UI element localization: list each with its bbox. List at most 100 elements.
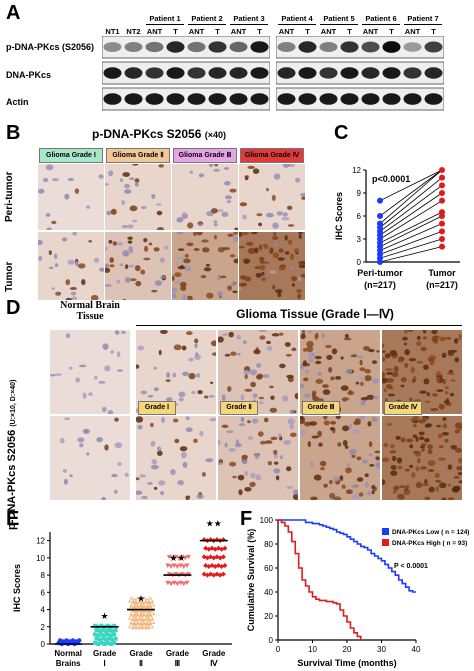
cell-nucleus [136,477,140,481]
cell-nucleus [376,355,380,359]
ihc-image-tumor [172,232,238,300]
patient-header: Patient 4 [281,14,313,23]
cell-nucleus [62,468,67,473]
data-point [168,564,174,569]
data-point [128,605,135,611]
cell-nucleus [404,468,410,472]
data-point [105,632,110,637]
cell-nucleus [364,481,369,488]
cell-nucleus [99,267,104,272]
cell-nucleus [247,165,255,169]
cell-nucleus [98,381,106,384]
cell-nucleus [187,296,193,300]
blot-band [319,67,338,79]
blot-band [277,93,296,105]
x-category-label: Peri-tumor [357,268,403,278]
cell-nucleus [371,360,378,364]
cell-nucleus [328,479,333,485]
data-point [182,555,188,561]
cell-nucleus [116,242,124,246]
cell-nucleus [340,356,344,360]
glioma-underline [136,325,462,326]
cell-nucleus [172,293,177,299]
cell-nucleus [321,333,325,338]
cell-nucleus [210,340,216,347]
cell-nucleus [70,296,78,300]
lane-label: ANT [404,27,421,36]
data-point [216,562,221,568]
cell-nucleus [360,397,369,401]
cell-nucleus [303,393,312,398]
cell-nucleus [199,430,204,437]
cell-nucleus [275,243,279,247]
cell-nucleus [224,353,231,357]
cell-nucleus [64,417,70,421]
panel-b-label: B [6,122,21,144]
patient-underline [320,24,358,25]
cell-nucleus [224,181,231,186]
cell-nucleus [158,480,166,486]
cell-nucleus [270,436,278,441]
cell-nucleus [386,378,394,383]
cell-nucleus [267,461,273,466]
cell-nucleus [221,211,229,217]
data-point [222,562,228,568]
cell-nucleus [258,396,265,400]
blot-band [229,67,248,79]
data-point [134,613,142,620]
cell-nucleus [124,183,130,189]
y-tick-label: 12 [352,166,361,175]
cell-nucleus [180,285,187,291]
ihc-image-peri-tumor [105,164,171,230]
cell-nucleus [345,369,353,374]
data-point [184,563,190,568]
data-point [216,545,221,551]
cell-nucleus [260,440,267,445]
cell-nucleus [256,363,262,368]
point-tumor [439,174,445,181]
cell-nucleus [302,360,307,366]
cell-nucleus [109,264,115,268]
cell-nucleus [127,236,133,240]
data-point [204,572,210,578]
chart-c: 0 3 6 9 12 IHC Scores p<0.0001 Peri-tumor (n=217… [334,166,460,290]
cell-nucleus [411,378,416,383]
blot-band [298,41,317,53]
cell-nucleus [203,267,212,272]
cell-nucleus [261,271,265,276]
cell-nucleus [86,452,90,456]
cell-nucleus [423,364,429,370]
cell-nucleus [172,287,178,293]
x-category-label: Grade [129,649,153,658]
grade-tag: Glioma Grade Ⅰ [39,148,103,163]
panel-d-side-label: p-DNA-PKcs S2056 (U:×10, D:×40) [6,300,18,530]
cell-nucleus [345,467,352,474]
cell-nucleus [412,450,421,454]
cell-nucleus [258,244,263,251]
cell-nucleus [449,392,455,397]
cell-nucleus [457,457,462,464]
cell-nucleus [404,349,410,356]
cell-nucleus [135,280,142,287]
patient-header: Patient 1 [149,14,181,23]
y-axis-label: IHC Scores [334,192,344,240]
cell-nucleus [86,205,90,209]
cell-nucleus [419,445,425,449]
cell-nucleus [132,219,138,223]
cell-nucleus [444,438,449,443]
tissue-background [105,164,171,230]
data-point [134,596,142,603]
cell-nucleus [313,474,322,481]
data-point [136,609,143,616]
cell-nucleus [364,473,369,478]
data-point [184,580,190,586]
blot-band [145,41,164,53]
lane-label: T [347,27,352,36]
cell-nucleus [219,275,227,279]
cell-nucleus [161,416,165,423]
data-point [104,637,109,642]
cell-nucleus [385,371,394,375]
survival-curve [278,519,416,593]
cell-nucleus [364,368,371,374]
cell-nucleus [65,297,72,300]
